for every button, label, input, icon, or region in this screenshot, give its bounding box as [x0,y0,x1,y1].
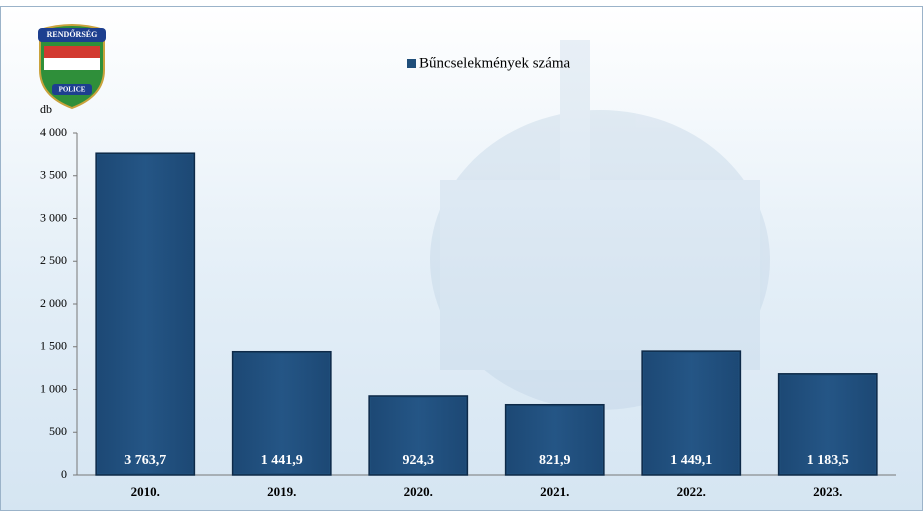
x-tick-label: 2010. [131,484,160,499]
y-tick-label: 3 000 [40,210,67,224]
y-tick-label: 3 500 [40,168,67,182]
value-label: 3 763,7 [124,453,166,468]
value-label: 821,9 [539,453,571,468]
logo-text: POLICE [59,86,86,94]
y-tick-label: 0 [61,467,67,481]
y-tick-label: 1 500 [40,339,67,353]
bar-sheen [98,155,192,473]
x-tick-label: 2023. [813,484,842,499]
x-tick-label: 2020. [404,484,433,499]
logo-text: RENDŐRSÉG [47,29,98,39]
legend-label: Bűncselekmények száma [419,55,571,71]
y-axis-label: db [40,102,52,116]
value-label: 924,3 [403,453,435,468]
x-tick-label: 2021. [540,484,569,499]
x-tick-label: 2019. [267,484,296,499]
y-tick-label: 1 000 [40,381,67,395]
x-tick-label: 2022. [677,484,706,499]
value-label: 1 449,1 [670,453,712,468]
legend-swatch [407,59,416,68]
y-tick-label: 500 [49,424,67,438]
y-tick-label: 2 500 [40,253,67,267]
y-tick-label: 2 000 [40,296,67,310]
y-tick-label: 4 000 [40,125,67,139]
value-label: 1 441,9 [261,453,303,468]
value-label: 1 183,5 [807,453,849,468]
chart: RENDŐRSÉG POLICE Bűncselekmények száma d… [0,0,924,512]
